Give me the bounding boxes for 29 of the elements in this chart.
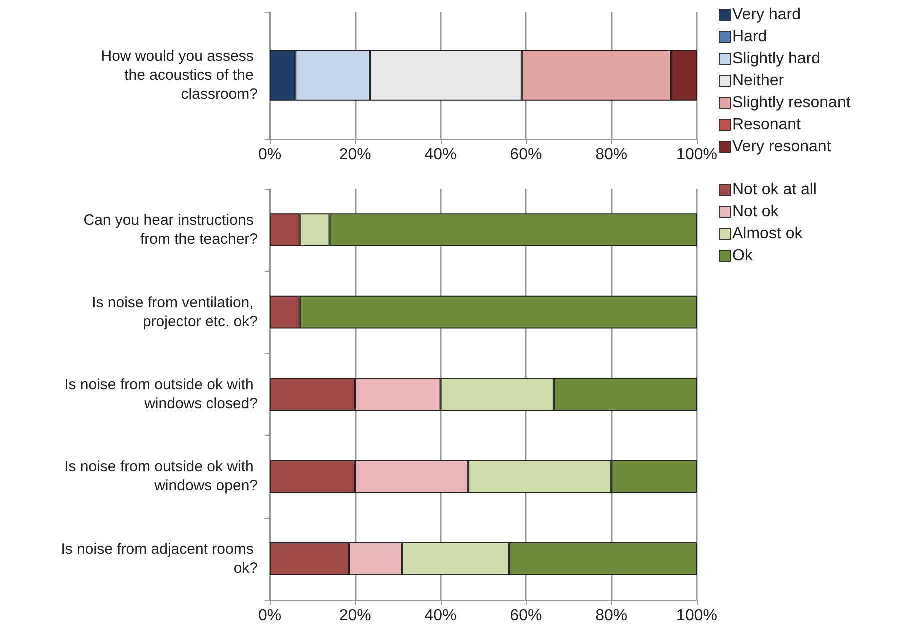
y-tick-label: Is noise from outside ok with windows closed? (64, 376, 258, 412)
y-tick-label: Can you hear instructions from the teacher? (84, 212, 258, 248)
legend-label: Not ok (732, 204, 780, 220)
x-tick-label: 100% (676, 608, 718, 624)
y-tick-label: How would you assess the acoustics of the classroom? (101, 48, 258, 103)
x-tick-label: 40% (424, 146, 457, 164)
legend-label: Not ok at all (732, 182, 817, 198)
legend-label: Hard (732, 28, 768, 46)
legend-label: Neither (732, 72, 785, 90)
legend-label: Resonant (732, 116, 802, 134)
x-tick-label: 20% (339, 608, 372, 624)
x-tick-label: 0% (258, 146, 282, 164)
x-tick-label: 20% (339, 146, 372, 164)
y-tick-label: Is noise from ventilation, projector etc. ok? (92, 294, 258, 330)
legend-label: Slightly resonant (732, 94, 852, 112)
legend-label: Very resonant (732, 138, 832, 156)
x-tick-label: 100% (676, 146, 718, 164)
legend-label: Very hard (732, 6, 801, 24)
x-tick-label: 40% (424, 608, 457, 624)
x-tick-label: 0% (258, 608, 282, 624)
y-tick-label: Is noise from adjacent rooms ok? (61, 540, 258, 577)
x-tick-label: 60% (510, 146, 542, 164)
x-tick-label: 80% (596, 146, 628, 164)
legend-label: Almost ok (732, 226, 804, 242)
x-tick-label: 80% (596, 608, 628, 624)
legend-label: Slightly hard (732, 50, 821, 68)
x-tick-label: 60% (510, 608, 542, 624)
y-tick-label: Is noise from outside ok with windows open? (64, 458, 258, 495)
legend-label: Ok (732, 248, 754, 264)
